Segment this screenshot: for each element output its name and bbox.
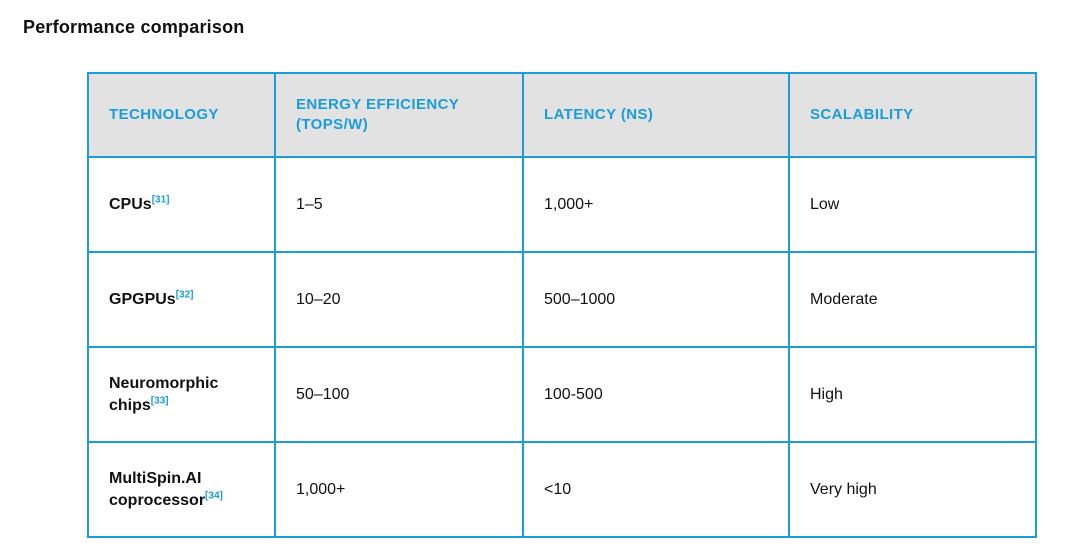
latency-cell: 100-500 <box>522 346 790 443</box>
column-header-energy-efficiency: ENERGY EFFICIENCY (TOPS/W) <box>274 72 524 158</box>
scalability-cell: Very high <box>788 441 1037 538</box>
header-row: TECHNOLOGY ENERGY EFFICIENCY (TOPS/W) LA… <box>87 72 1037 158</box>
technology-name: GPGPUs <box>109 290 176 308</box>
scalability-cell: High <box>788 346 1037 443</box>
column-header-technology: TECHNOLOGY <box>87 72 276 158</box>
performance-comparison-table: TECHNOLOGY ENERGY EFFICIENCY (TOPS/W) LA… <box>87 72 1037 538</box>
energy-efficiency-cell: 50–100 <box>274 346 524 443</box>
citation-ref: [34] <box>205 490 223 502</box>
technology-cell: CPUs[31] <box>87 156 276 253</box>
table-header: TECHNOLOGY ENERGY EFFICIENCY (TOPS/W) LA… <box>87 72 1037 158</box>
technology-name: CPUs <box>109 195 152 213</box>
table-row: GPGPUs[32] 10–20 500–1000 Moderate <box>87 251 1037 348</box>
energy-efficiency-cell: 10–20 <box>274 251 524 348</box>
technology-name: Neuromorphic chips <box>109 374 219 414</box>
column-header-scalability: SCALABILITY <box>788 72 1037 158</box>
citation-ref: [33] <box>150 395 169 407</box>
table-row: Neuromorphic chips[33] 50–100 100-500 Hi… <box>87 346 1037 443</box>
page-title: Performance comparison <box>23 17 245 37</box>
scalability-cell: Moderate <box>788 251 1037 348</box>
latency-cell: 500–1000 <box>522 251 790 348</box>
table-row: CPUs[31] 1–5 1,000+ Low <box>87 156 1037 253</box>
citation-ref: [31] <box>151 194 170 206</box>
latency-cell: 1,000+ <box>522 156 790 253</box>
latency-cell: <10 <box>522 441 790 538</box>
technology-cell: GPGPUs[32] <box>87 251 276 348</box>
energy-efficiency-cell: 1,000+ <box>274 441 524 538</box>
technology-cell: Neuromorphic chips[33] <box>87 346 276 443</box>
table-body: CPUs[31] 1–5 1,000+ Low GPGPUs[32] 10–20… <box>87 156 1037 538</box>
technology-name: MultiSpin.AI coprocessor <box>109 469 206 509</box>
energy-efficiency-cell: 1–5 <box>274 156 524 253</box>
table-row: MultiSpin.AI coprocessor[34] 1,000+ <10 … <box>87 441 1037 538</box>
technology-cell: MultiSpin.AI coprocessor[34] <box>87 441 276 538</box>
citation-ref: [32] <box>175 289 194 301</box>
scalability-cell: Low <box>788 156 1037 253</box>
column-header-latency: LATENCY (NS) <box>522 72 790 158</box>
